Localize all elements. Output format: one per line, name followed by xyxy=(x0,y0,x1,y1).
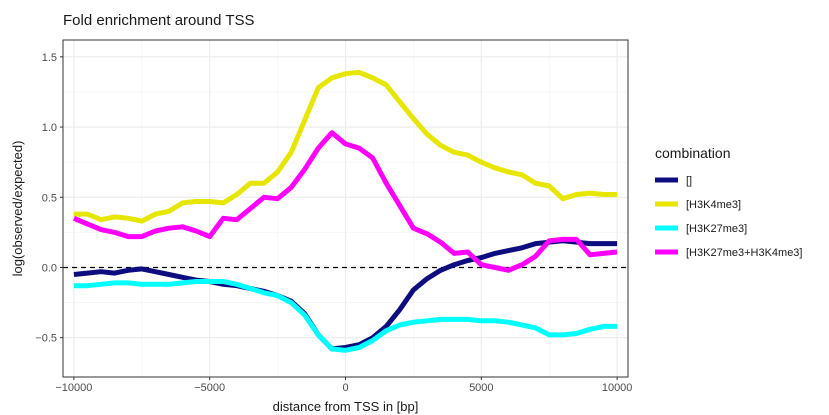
y-tick-label: 0.0 xyxy=(42,262,57,274)
series-line-0 xyxy=(73,238,618,352)
legend-label-1: [H3K4me3] xyxy=(686,199,741,211)
y-axis-label: log(observed/expected) xyxy=(10,141,25,277)
x-tick-label: −5000 xyxy=(194,382,225,394)
series-line-3 xyxy=(72,130,618,273)
y-tick-label: −0.5 xyxy=(35,333,57,345)
legend-label-0: [] xyxy=(686,175,692,187)
x-tick-label: 5000 xyxy=(469,382,493,394)
series-layer xyxy=(72,69,618,353)
legend-label-2: [H3K27me3] xyxy=(686,223,747,235)
series-line-1 xyxy=(73,69,618,224)
y-tick-label: 1.0 xyxy=(42,122,57,134)
y-tick-label: 0.5 xyxy=(42,192,57,204)
x-tick-label: 0 xyxy=(342,382,348,394)
y-tick-label: 1.5 xyxy=(42,52,57,64)
y-axis: −0.5 0.0 0.5 1.0 1.5 xyxy=(35,52,63,345)
x-axis-label: distance from TSS in [bp] xyxy=(273,399,419,414)
grid-major xyxy=(63,40,628,377)
legend-title: combination xyxy=(655,145,731,161)
chart-title: Fold enrichment around TSS xyxy=(63,12,255,29)
legend: combination [] [H3K4me3] [H3K27me3] [H3K27m… xyxy=(655,145,802,259)
x-tick-label: 10000 xyxy=(602,382,633,394)
series-line-2 xyxy=(73,279,618,353)
x-axis: −10000 −5000 0 5000 10000 xyxy=(55,377,632,394)
x-tick-label: −10000 xyxy=(55,382,92,394)
legend-label-3: [H3K27me3+H3K4me3] xyxy=(686,247,802,259)
